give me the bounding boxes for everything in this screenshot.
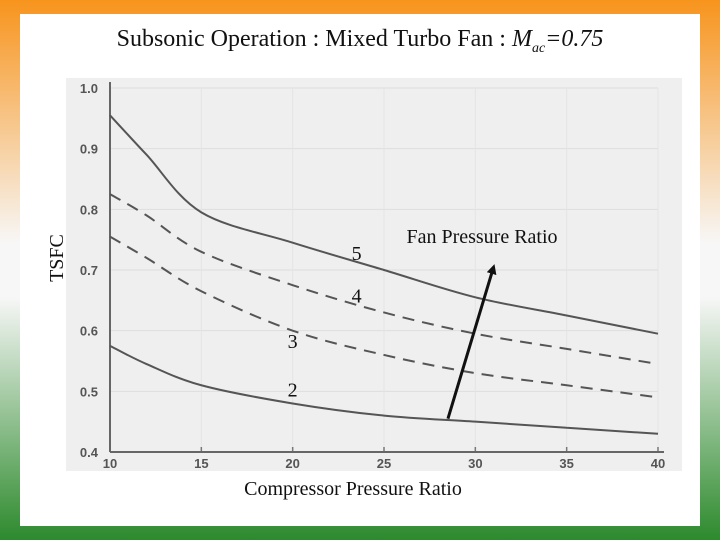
x-tick-label: 20 [285,456,299,471]
plot-background [66,78,682,471]
title-prefix: Subsonic Operation : Mixed Turbo Fan : [116,26,512,52]
title-mach-subscript: ac [531,40,546,56]
fan-pressure-ratio-arrow [446,264,497,420]
y-tick-label: 0.7 [80,263,98,278]
series-label-3: 3 [288,331,298,353]
y-tick-label: 0.6 [80,324,98,339]
axes: 1.00.90.80.70.60.50.410 15 20 25 30 35 40 [80,81,665,471]
y-tick-label: 0.9 [80,142,98,157]
series-label-4: 4 [352,285,362,307]
y-tick-label: 0.4 [80,445,99,460]
y-tick-label: 0.5 [80,384,98,399]
y-tick-label: 1.0 [80,81,98,96]
series-line-4 [109,193,659,366]
y-axis-title: TSFC [46,234,68,282]
x-tick-label: 10 [103,456,117,471]
series-line-5 [109,114,659,335]
series-line-3 [109,235,659,399]
y-tick-label: 0.8 [80,202,98,217]
series-line-2 [109,344,659,435]
x-tick-label: 30 [468,456,482,471]
slide-title: Subsonic Operation : Mixed Turbo Fan : M… [0,26,720,57]
x-tick-label: 15 [194,456,208,471]
series-label-2: 2 [288,379,298,401]
title-mach-symbol: M [511,26,532,52]
x-tick-label: 35 [559,456,573,471]
series-labels: 5 4 3 2 [288,243,362,402]
title-mach-value: =0.75 [545,26,604,52]
series-group [109,114,659,435]
series-label-5: 5 [352,243,362,265]
annotation-group: Fan Pressure Ratio [406,226,558,420]
x-tick-label: 25 [377,456,391,471]
fan-pressure-ratio-label: Fan Pressure Ratio [406,226,557,248]
x-tick-label: 40 [651,456,665,471]
x-axis-title: Compressor Pressure Ratio [244,478,462,500]
